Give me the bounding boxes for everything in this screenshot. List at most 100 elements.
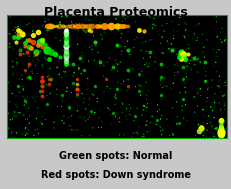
Point (135, 27, 139, 30)
Point (26, 128, 30, 131)
Point (70, 20, 73, 23)
Point (117, 121, 121, 124)
Point (145, 130, 149, 133)
Point (126, 78, 129, 81)
Point (120, 101, 124, 104)
Point (68, 108, 71, 111)
Point (85, 77, 89, 80)
Point (54, 36, 58, 40)
Point (179, 51, 182, 54)
Point (143, 40, 147, 43)
Point (43, 26, 46, 29)
Point (113, 43, 117, 46)
Point (214, 35, 218, 38)
Point (152, 17, 155, 20)
Point (204, 38, 208, 41)
Point (9, 21, 13, 24)
Point (188, 69, 192, 72)
Point (182, 86, 186, 89)
Point (35, 95, 39, 98)
Point (195, 92, 199, 95)
Point (216, 85, 220, 88)
Point (201, 108, 204, 111)
Point (30, 72, 34, 75)
Point (168, 68, 171, 71)
Point (33, 128, 37, 131)
Point (99, 65, 103, 68)
Point (201, 121, 205, 124)
Point (141, 108, 144, 111)
Point (7, 112, 10, 115)
Point (15, 105, 19, 108)
Point (70, 128, 73, 131)
Point (76, 94, 80, 98)
Point (171, 29, 174, 32)
Point (204, 136, 207, 139)
Point (133, 109, 137, 112)
Point (54, 93, 58, 96)
Point (30, 14, 33, 17)
Point (216, 48, 220, 51)
Point (39, 80, 43, 83)
Point (132, 38, 136, 41)
Point (59, 76, 63, 79)
Point (55, 88, 58, 91)
Point (145, 65, 149, 68)
Point (101, 64, 105, 67)
Point (84, 88, 88, 91)
Point (13, 31, 17, 34)
Point (184, 65, 188, 68)
Point (140, 135, 144, 138)
Point (11, 65, 15, 68)
Point (45, 94, 49, 97)
Point (84, 17, 88, 20)
Point (66, 62, 70, 65)
Point (24, 102, 28, 105)
Point (174, 122, 178, 125)
Point (222, 101, 225, 105)
Point (192, 63, 196, 66)
Point (10, 92, 14, 95)
Point (46, 18, 50, 21)
Point (40, 43, 43, 46)
Point (193, 134, 197, 137)
Point (150, 27, 154, 30)
Point (52, 126, 55, 129)
Point (26, 46, 30, 50)
Point (46, 29, 50, 32)
Point (188, 67, 192, 70)
Point (44, 83, 48, 86)
Point (109, 68, 113, 71)
Point (220, 94, 224, 98)
Point (87, 116, 91, 119)
Point (222, 108, 225, 111)
Point (205, 88, 209, 91)
Point (90, 93, 94, 96)
Point (44, 59, 48, 62)
Point (169, 88, 173, 91)
Point (171, 37, 175, 40)
Point (135, 107, 138, 110)
Point (158, 78, 161, 81)
Point (212, 92, 216, 95)
Point (155, 14, 159, 17)
Point (117, 133, 121, 136)
Point (189, 56, 193, 59)
Point (73, 64, 77, 67)
Point (88, 29, 91, 33)
Point (119, 88, 123, 91)
Point (116, 29, 120, 32)
Point (134, 36, 138, 39)
Point (18, 111, 21, 114)
Point (142, 135, 146, 138)
Point (67, 116, 70, 119)
Point (218, 126, 222, 129)
Point (65, 86, 69, 89)
Point (183, 29, 187, 32)
Point (211, 116, 215, 119)
Point (157, 108, 160, 111)
Point (179, 105, 183, 108)
Point (21, 85, 24, 88)
Point (38, 121, 42, 124)
Point (214, 102, 217, 105)
